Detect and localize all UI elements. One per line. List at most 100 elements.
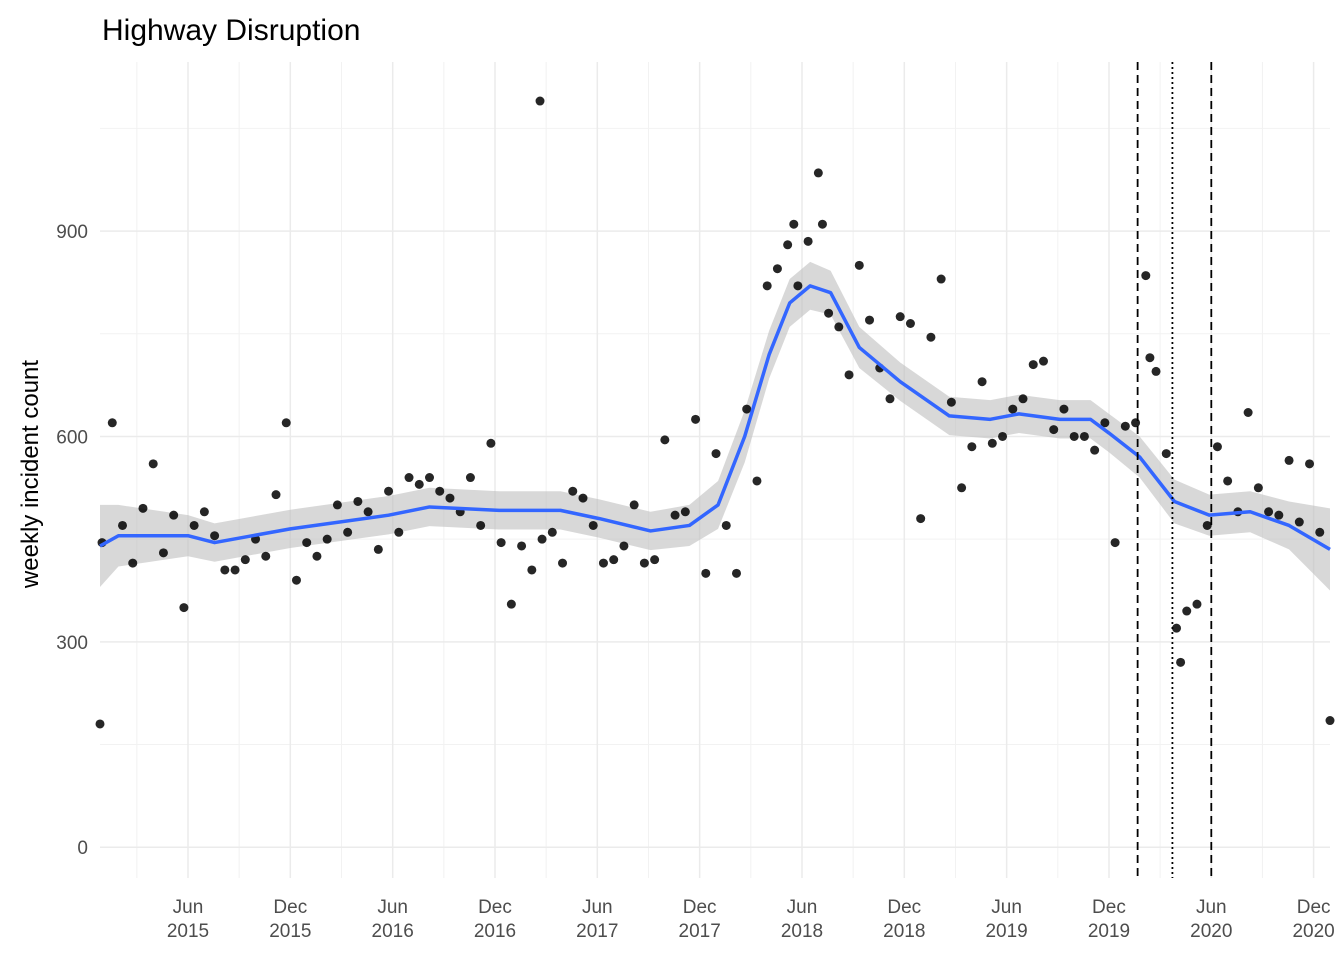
- data-point: [1305, 459, 1315, 469]
- data-point: [517, 541, 527, 551]
- data-point: [496, 538, 506, 548]
- data-point: [998, 431, 1008, 441]
- data-point: [817, 219, 827, 229]
- data-point: [1192, 599, 1202, 609]
- data-point: [609, 555, 619, 565]
- data-point: [1069, 431, 1079, 441]
- data-point: [936, 274, 946, 284]
- data-point: [619, 541, 629, 551]
- data-point: [1120, 421, 1130, 431]
- data-point: [1110, 538, 1120, 548]
- data-point: [844, 370, 854, 380]
- data-point: [1145, 353, 1155, 363]
- data-point: [578, 493, 588, 503]
- x-tick-label: Jun 2017: [576, 897, 619, 942]
- data-point: [824, 308, 834, 318]
- data-point: [95, 719, 105, 729]
- data-point: [1090, 445, 1100, 455]
- data-point: [404, 473, 414, 483]
- data-point: [916, 514, 926, 524]
- x-tick-label: Jun 2018: [780, 897, 824, 942]
- data-point: [650, 555, 660, 565]
- data-point: [701, 568, 711, 578]
- data-point: [199, 507, 209, 517]
- data-point: [639, 558, 649, 568]
- y-tick-label: 900: [56, 222, 88, 243]
- data-point: [179, 603, 189, 613]
- data-point: [210, 531, 220, 541]
- data-point: [1202, 520, 1212, 530]
- data-point: [506, 599, 516, 609]
- data-point: [363, 507, 373, 517]
- data-point: [1141, 271, 1151, 281]
- data-point: [1176, 657, 1186, 667]
- x-tick-label: Jun 2015: [166, 897, 210, 942]
- data-point: [1253, 483, 1263, 493]
- y-axis-label: weekly incident count: [17, 360, 44, 589]
- data-point: [742, 404, 752, 414]
- data-point: [1243, 407, 1253, 417]
- x-tick-label: Dec 2018: [883, 897, 926, 942]
- data-point: [332, 500, 342, 510]
- data-point: [772, 264, 782, 274]
- data-point: [691, 414, 701, 424]
- data-point: [670, 510, 680, 520]
- data-point: [322, 534, 332, 544]
- data-point: [1008, 404, 1018, 414]
- data-point: [1079, 431, 1089, 441]
- data-point: [425, 473, 435, 483]
- data-point: [905, 319, 915, 329]
- x-tick-label: Jun 2019: [985, 897, 1028, 942]
- data-point: [731, 568, 741, 578]
- data-point: [281, 418, 291, 428]
- data-point: [169, 510, 179, 520]
- y-tick-label: 0: [77, 838, 88, 859]
- data-point: [476, 520, 486, 530]
- data-point: [1212, 442, 1222, 452]
- data-point: [220, 565, 230, 575]
- data-point: [1059, 404, 1069, 414]
- data-point: [373, 544, 383, 554]
- smooth-line: [99, 284, 1331, 551]
- data-point: [854, 260, 864, 270]
- data-point: [527, 565, 537, 575]
- data-point: [1325, 716, 1335, 726]
- data-point: [535, 96, 545, 106]
- data-point: [1274, 510, 1284, 520]
- data-point: [107, 418, 117, 428]
- data-point: [158, 548, 168, 558]
- data-point: [1151, 366, 1161, 376]
- x-tick-label: Jun 2020: [1190, 897, 1233, 942]
- data-point: [1284, 455, 1294, 465]
- y-tick-label: 300: [56, 633, 88, 654]
- data-point: [291, 575, 301, 585]
- data-point: [1172, 623, 1182, 633]
- x-tick-label: Jun 2016: [371, 897, 414, 942]
- data-point: [783, 240, 793, 250]
- data-point: [789, 219, 799, 229]
- data-point: [394, 527, 404, 537]
- data-point: [1161, 449, 1171, 459]
- data-point: [261, 551, 271, 561]
- data-point: [803, 236, 813, 246]
- data-point: [445, 493, 455, 503]
- x-tick-label: Dec 2020: [1292, 897, 1335, 942]
- data-point: [957, 483, 967, 493]
- data-point: [1223, 476, 1233, 486]
- data-point: [240, 555, 250, 565]
- data-point: [1018, 394, 1028, 404]
- data-point: [680, 507, 690, 517]
- x-tick-label: Dec 2016: [473, 897, 517, 942]
- y-tick-label: 600: [56, 427, 88, 448]
- data-point: [1182, 606, 1192, 616]
- data-point: [834, 322, 844, 332]
- data-point: [138, 503, 148, 513]
- data-point: [885, 394, 895, 404]
- data-point: [660, 435, 670, 445]
- data-point: [271, 490, 281, 500]
- data-point: [414, 479, 424, 489]
- data-point: [537, 534, 547, 544]
- data-point: [1038, 356, 1048, 366]
- data-point: [1049, 425, 1059, 435]
